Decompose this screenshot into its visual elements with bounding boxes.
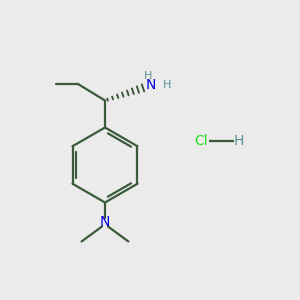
Text: H: H — [144, 70, 152, 81]
Text: Cl: Cl — [194, 134, 208, 148]
Text: N: N — [100, 215, 110, 229]
Text: H: H — [233, 134, 244, 148]
Text: H: H — [163, 80, 171, 91]
Text: N: N — [146, 78, 156, 92]
